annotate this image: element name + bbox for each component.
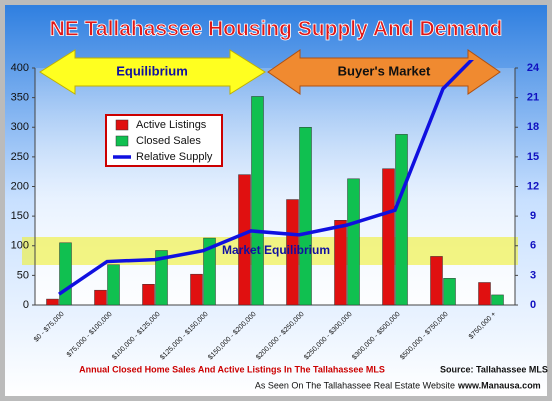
y2-tick-label: 12 xyxy=(527,180,539,192)
y2-tick-label: 9 xyxy=(530,210,536,222)
equilibrium-arrow xyxy=(39,49,266,95)
y-tick-label: 200 xyxy=(11,180,29,192)
y-tick-label: 0 xyxy=(23,299,29,311)
bar xyxy=(443,278,456,306)
annotation: Market Equilibrium xyxy=(222,243,330,257)
source: Source: Tallahassee MLS xyxy=(440,364,548,374)
bar xyxy=(203,237,216,306)
y2-tick-label: 6 xyxy=(530,240,536,252)
buyers-market-arrow xyxy=(267,49,501,95)
bar xyxy=(238,174,251,306)
bar xyxy=(142,284,155,306)
y2-tick-label: 0 xyxy=(530,299,536,311)
annotation: Equilibrium xyxy=(116,63,188,78)
bar xyxy=(478,282,491,306)
bar xyxy=(59,242,72,306)
y-tick-label: 100 xyxy=(11,240,29,252)
y-tick-label: 400 xyxy=(11,62,29,74)
legend-label: Closed Sales xyxy=(136,135,201,147)
caption: Annual Closed Home Sales And Active List… xyxy=(79,364,385,374)
y2-tick-label: 24 xyxy=(527,62,540,74)
y-tick-label: 250 xyxy=(11,151,29,163)
bar xyxy=(430,256,443,306)
plot-area xyxy=(35,68,515,305)
bar xyxy=(347,178,360,306)
legend-label: Relative Supply xyxy=(136,151,213,163)
bar xyxy=(491,294,504,306)
footer: As Seen On The Tallahassee Real Estate W… xyxy=(255,380,455,390)
chart-title: NE Tallahassee Housing Supply And Demand xyxy=(50,18,503,41)
line xyxy=(58,60,474,296)
bar xyxy=(107,264,120,306)
bar xyxy=(251,96,264,306)
bar xyxy=(382,168,395,306)
bar xyxy=(299,127,312,306)
bar xyxy=(94,289,107,306)
y-tick-label: 50 xyxy=(17,269,29,281)
bar xyxy=(395,134,408,306)
legend-swatch xyxy=(115,119,129,131)
y2-tick-label: 15 xyxy=(527,151,539,163)
website: www.Manausa.com xyxy=(457,380,541,390)
legend-label: Active Listings xyxy=(136,119,207,131)
y-tick-label: 350 xyxy=(11,92,29,104)
legend-swatch xyxy=(115,135,129,147)
y-tick-label: 300 xyxy=(11,121,29,133)
bar xyxy=(286,199,299,306)
annotation: Buyer's Market xyxy=(338,63,431,78)
y2-tick-label: 3 xyxy=(530,269,536,281)
y2-tick-label: 18 xyxy=(527,121,539,133)
bar xyxy=(46,298,59,306)
bar xyxy=(334,220,347,306)
y-tick-label: 150 xyxy=(11,210,29,222)
bar xyxy=(190,273,203,306)
y2-tick-label: 21 xyxy=(527,92,539,104)
bar xyxy=(155,250,168,306)
